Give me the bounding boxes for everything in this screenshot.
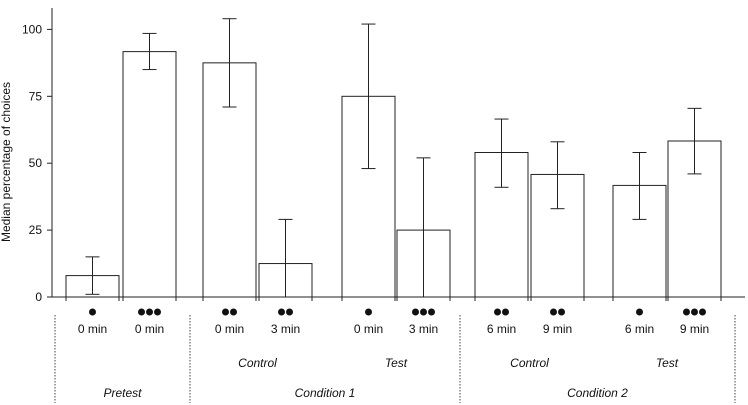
- dot-marker: [286, 308, 293, 316]
- group-label: Condition 2: [567, 386, 628, 400]
- subgroup-label: Test: [656, 356, 679, 370]
- dot-marker: [278, 308, 285, 316]
- y-tick-label: 100: [22, 22, 42, 36]
- x-category-label: 0 min: [78, 322, 107, 336]
- dot-marker: [89, 308, 96, 316]
- dot-marker: [420, 308, 427, 316]
- x-category-label: 0 min: [354, 322, 383, 336]
- y-tick-label: 25: [29, 223, 43, 237]
- y-tick-label: 50: [29, 156, 43, 170]
- dot-marker: [428, 308, 435, 316]
- dot-marker: [494, 308, 501, 316]
- dot-marker: [154, 308, 161, 316]
- x-category-label: 6 min: [487, 322, 516, 336]
- bar: [122, 51, 177, 298]
- group-label: Pretest: [103, 386, 142, 400]
- x-category-label: 3 min: [409, 322, 438, 336]
- dot-marker: [230, 308, 237, 316]
- dot-marker: [691, 308, 698, 316]
- group-label: Condition 1: [295, 386, 356, 400]
- subgroup-label: Test: [385, 356, 408, 370]
- dot-marker: [146, 308, 153, 316]
- dot-marker: [412, 308, 419, 316]
- y-axis-title: Median percentage of choices: [0, 82, 13, 242]
- x-category-label: 9 min: [543, 322, 572, 336]
- x-category-label: 0 min: [215, 322, 244, 336]
- dot-marker: [636, 308, 643, 316]
- dot-marker: [550, 308, 557, 316]
- dot-marker: [683, 308, 690, 316]
- x-category-label: 0 min: [135, 322, 164, 336]
- dot-marker: [222, 308, 229, 316]
- x-category-label: 3 min: [271, 322, 300, 336]
- dot-marker: [558, 308, 565, 316]
- dot-marker: [138, 308, 145, 316]
- dot-marker: [699, 308, 706, 316]
- x-category-label: 9 min: [680, 322, 709, 336]
- y-tick-label: 0: [35, 290, 42, 304]
- dot-marker: [502, 308, 509, 316]
- plot-area: 0 25 50 75 100 0 min 0 min 0 min 3 min 0 min 3 min…: [22, 8, 745, 403]
- dot-marker: [365, 308, 372, 316]
- subgroup-label: Control: [510, 356, 549, 370]
- subgroup-label: Control: [238, 356, 277, 370]
- y-tick-label: 75: [29, 89, 43, 103]
- x-category-label: 6 min: [625, 322, 654, 336]
